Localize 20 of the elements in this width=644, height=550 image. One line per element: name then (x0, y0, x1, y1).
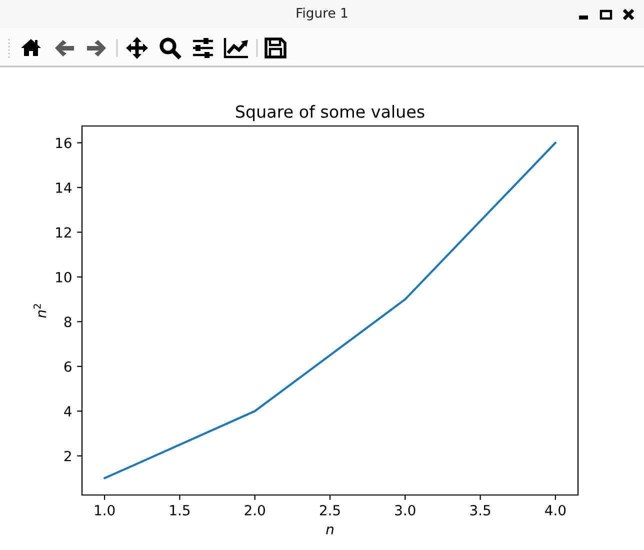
y-tick-label: 12 (56, 227, 71, 238)
y-tick-label: 8 (64, 316, 72, 328)
x-tick-label: 4.0 (545, 504, 566, 516)
x-tick-label: 3.5 (470, 504, 490, 516)
chart-title: Square of some values (236, 105, 424, 122)
y-axis-title: n$^{2}$ (34, 304, 46, 318)
y-tick-label: 10 (56, 272, 72, 282)
x-tick-label: 2.0 (244, 504, 265, 516)
x-tick-label: 3.0 (395, 504, 416, 516)
x-tick-label: 2.5 (320, 504, 340, 516)
caption: Figure 1 (296, 8, 348, 20)
y-tick-label: 16 (56, 138, 72, 148)
y-tick-label: 14 (56, 182, 72, 193)
y-tick-label: 2 (64, 450, 71, 462)
x-tick-label: 1.5 (170, 505, 190, 516)
line-series (104, 142, 556, 480)
x-axis-title: n (326, 526, 334, 534)
x-tick-label: 1.0 (95, 504, 115, 516)
y-tick-label: 4 (64, 406, 72, 416)
y-tick-label: 6 (64, 361, 72, 372)
